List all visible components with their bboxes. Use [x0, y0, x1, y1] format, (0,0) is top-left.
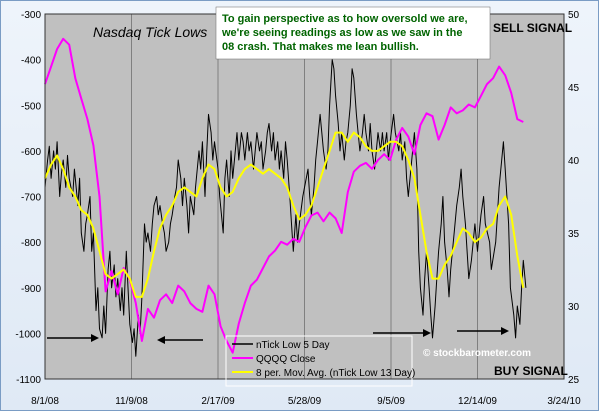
y-left-tick-label: -400 [21, 56, 41, 67]
y-right-tick-label: 50 [568, 10, 580, 21]
legend: nTick Low 5 Day QQQQ Close 8 per. Mov. A… [225, 335, 415, 387]
y-left-tick-label: -600 [21, 147, 41, 158]
watermark: © stockbarometer.com [423, 348, 531, 359]
y-right-tick-label: 40 [568, 156, 580, 167]
y-left-tick-label: -300 [21, 10, 41, 21]
x-tick-label: 8/1/08 [31, 396, 59, 407]
legend-label-ma: 8 per. Mov. Avg. (nTick Low 13 Day) [256, 368, 415, 379]
x-tick-label: 5/28/09 [288, 396, 322, 407]
chart-title: Nasdaq Tick Lows [93, 24, 207, 40]
arrowhead [501, 327, 509, 335]
y-left-tick-label: -800 [21, 238, 41, 249]
ticks: 8/1/08 11/9/08 2/17/09 5/28/09 9/5/09 12/14/0… [15, 10, 581, 407]
y-right-tick-label: 30 [568, 302, 580, 313]
series-line-moving-average [44, 131, 525, 298]
legend-label-ntick: nTick Low 5 Day [256, 340, 330, 351]
buy-signal-label: BUY SIGNAL [494, 364, 568, 378]
y-left-tick-label: -900 [21, 284, 41, 295]
annotation-line: To gain perspective as to how oversold w… [222, 13, 468, 25]
legend-label-qqqq: QQQQ Close [256, 354, 316, 365]
y-left-tick-label: -1000 [15, 329, 41, 340]
series-line-ntick-low [44, 59, 527, 357]
x-tick-label: 3/24/10 [547, 396, 581, 407]
y-right-tick-label: 45 [568, 83, 580, 94]
arrows [47, 327, 509, 344]
arrowhead [157, 336, 165, 344]
annotation-line: 08 crash. That makes me lean bullish. [222, 41, 419, 53]
annotation-line: we're seeing readings as low as we saw i… [221, 27, 462, 39]
annotation-box: To gain perspective as to how oversold w… [215, 6, 491, 60]
arrowhead [423, 329, 431, 337]
y-right-tick-label: 35 [568, 229, 580, 240]
legend-box [225, 335, 413, 387]
y-left-tick-label: -500 [21, 101, 41, 112]
sell-signal-label: SELL SIGNAL [493, 21, 572, 35]
annotation-background [215, 6, 491, 60]
grid [131, 14, 478, 379]
x-tick-label: 11/9/08 [115, 396, 148, 407]
y-right-tick-label: 25 [568, 375, 580, 386]
y-left-tick-label: -700 [21, 193, 41, 204]
x-tick-label: 12/14/09 [458, 396, 497, 407]
arrowhead [91, 334, 99, 342]
x-tick-label: 2/17/09 [201, 396, 235, 407]
x-tick-label: 9/5/09 [377, 396, 405, 407]
y-left-tick-label: -1100 [16, 375, 41, 386]
series-layer [44, 37, 527, 357]
